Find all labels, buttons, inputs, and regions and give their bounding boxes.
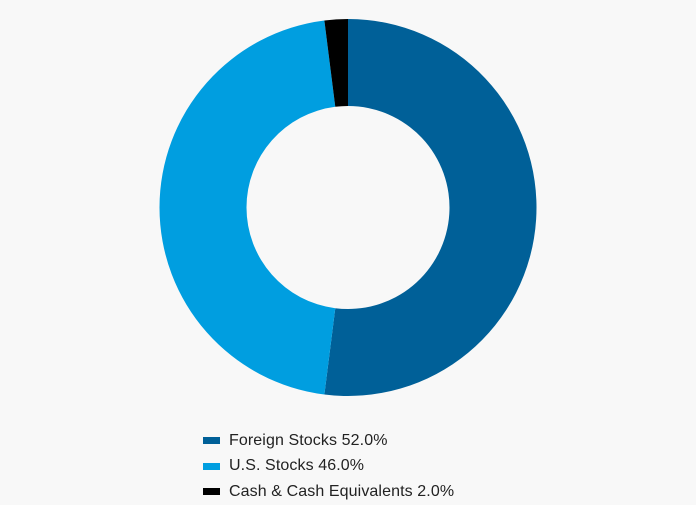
legend-swatch-us-stocks [203, 462, 220, 470]
donut-slice-foreign-stocks [324, 19, 537, 396]
legend-swatch-cash [203, 488, 220, 496]
chart-legend: Foreign Stocks 52.0% U.S. Stocks 46.0% C… [203, 428, 454, 505]
legend-swatch-foreign-stocks [203, 437, 220, 445]
legend-item-cash: Cash & Cash Equivalents 2.0% [203, 479, 454, 505]
legend-label-foreign-stocks: Foreign Stocks 52.0% [229, 431, 388, 449]
legend-label-cash: Cash & Cash Equivalents 2.0% [229, 482, 455, 500]
legend-item-foreign-stocks: Foreign Stocks 52.0% [203, 428, 454, 454]
legend-label-us-stocks: U.S. Stocks 46.0% [229, 457, 365, 475]
donut-slice-cash-cash-equivalents [324, 19, 348, 107]
donut-slice-u-s-stocks [159, 20, 336, 395]
legend-item-us-stocks: U.S. Stocks 46.0% [203, 454, 454, 480]
